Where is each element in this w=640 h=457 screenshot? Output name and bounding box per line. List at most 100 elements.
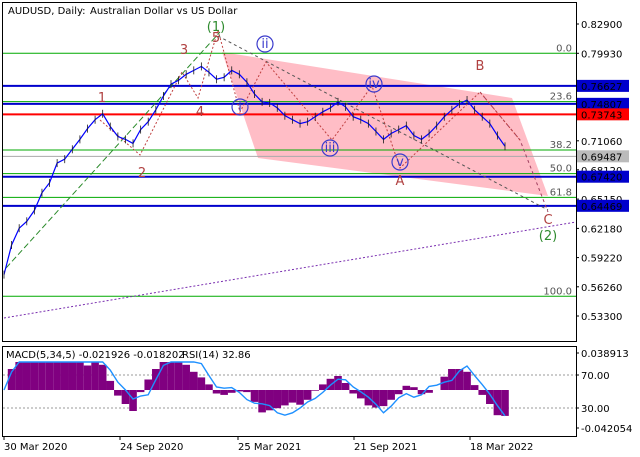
y-tick-label-6: 0.69487 <box>581 152 622 163</box>
macd-bar-55 <box>417 390 426 395</box>
x-tick-label-0: 30 Mar 2020 <box>4 442 67 453</box>
macd-bar-49 <box>372 390 380 408</box>
fib-label-2: 38.2 <box>550 140 572 151</box>
wave-label-7: ii <box>261 37 268 52</box>
macd-bar-28 <box>212 390 221 394</box>
indicator-frame <box>2 346 577 437</box>
macd-bar-4 <box>30 362 39 390</box>
macd-bar-33 <box>250 390 259 402</box>
y-tick-label-2: 0.76627 <box>581 82 622 93</box>
y-badge-6 <box>577 150 629 163</box>
macd-bar-54 <box>410 387 418 390</box>
y-tick-label-4: 0.73743 <box>581 110 622 121</box>
macd-bar-40 <box>303 390 312 400</box>
macd-bar-6 <box>45 362 54 390</box>
wave-label-11: A <box>396 174 405 189</box>
macd-bar-8 <box>60 362 69 390</box>
ind-tick-label-3: -0.042054 <box>581 424 632 435</box>
y-badge-2 <box>577 79 629 92</box>
chart-description: Australian Dollar vs US Dollar <box>90 6 238 17</box>
ind-tick-label-0: 0.038913 <box>581 349 629 360</box>
macd-bar-42 <box>319 384 327 390</box>
macd-bar-15 <box>114 390 122 396</box>
chart-symbol: AUDUSD, Daily: <box>8 6 86 17</box>
wave-label-4: 4 <box>196 105 204 120</box>
ind-tick-label-2: 30.00 <box>581 404 610 415</box>
y-badge-4 <box>577 108 629 121</box>
macd-bar-18 <box>136 390 145 393</box>
macd-bar-37 <box>281 390 289 406</box>
macd-bar-58 <box>440 376 449 390</box>
x-tick-label-3: 21 Sep 2021 <box>354 442 417 453</box>
macd-bar-14 <box>106 380 115 390</box>
macd-bar-23 <box>174 362 183 390</box>
macd-bar-66 <box>501 390 509 416</box>
wave-label-9: iv <box>368 77 380 92</box>
macd-bar-51 <box>387 390 395 400</box>
wave-circle-6 <box>231 98 249 116</box>
wave-circle-8 <box>321 139 339 157</box>
x-tick-label-1: 24 Sep 2020 <box>120 442 183 453</box>
macd-bar-41 <box>311 390 320 391</box>
purple-trendline <box>3 221 577 319</box>
y-tick-label-3: 0.74807 <box>581 100 622 111</box>
y-tick-label-0: 0.82900 <box>581 20 622 31</box>
wave-label-2: 2 <box>138 166 146 181</box>
y-badge-3 <box>577 97 629 110</box>
y-tick-label-11: 0.62180 <box>581 224 622 235</box>
macd-bar-61 <box>463 371 471 390</box>
macd-bar-47 <box>356 390 365 399</box>
wave-label-1: 1 <box>98 91 106 106</box>
wave-label-14: (2) <box>539 229 557 244</box>
macd-bar-38 <box>288 390 297 403</box>
macd-bar-32 <box>243 390 251 393</box>
macd-bar-52 <box>394 390 403 395</box>
macd-bar-9 <box>68 362 77 390</box>
macd-bar-46 <box>349 390 357 394</box>
macd-bar-26 <box>197 377 206 390</box>
macd-bar-11 <box>83 365 92 390</box>
wave-label-12: B <box>476 59 485 74</box>
macd-bar-45 <box>341 383 350 390</box>
fib-label-3: 50.0 <box>550 164 572 175</box>
macd-bar-3 <box>22 362 31 390</box>
wave-zigzag <box>99 28 521 169</box>
y-tick-label-12: 0.59220 <box>581 254 622 265</box>
macd-bar-53 <box>402 385 411 390</box>
macd-bar-39 <box>296 390 304 405</box>
macd-header: MACD(5,34,5) -0.021926 -0.018202 <box>6 350 185 361</box>
y-badge-10 <box>577 199 629 212</box>
macd-bar-44 <box>334 376 342 390</box>
macd-bar-29 <box>220 390 228 395</box>
macd-signal-line <box>3 361 506 417</box>
macd-bar-5 <box>38 362 46 390</box>
y-tick-label-1: 0.79930 <box>581 49 622 60</box>
macd-bar-12 <box>91 362 99 390</box>
fib-label-5: 100.0 <box>543 286 572 297</box>
wave-label-0: (1) <box>207 20 225 35</box>
macd-bar-16 <box>121 390 130 404</box>
fib-label-0: 0.0 <box>556 43 572 54</box>
fib-label-4: 61.8 <box>550 187 572 198</box>
macd-bar-64 <box>486 390 494 404</box>
x-tick-label-2: 25 Mar 2021 <box>238 442 301 453</box>
wave-label-5: 5 <box>212 31 220 46</box>
wave-label-6: i <box>238 100 242 115</box>
y-badge-8 <box>577 170 629 183</box>
y-tick-label-14: 0.53300 <box>581 312 622 323</box>
ind-tick-label-1: 70.00 <box>581 371 610 382</box>
macd-bar-21 <box>159 362 168 390</box>
wave-label-10: v <box>396 155 404 170</box>
macd-bar-56 <box>425 390 433 393</box>
x-tick-label-4: 18 Mar 2022 <box>470 442 533 453</box>
macd-bar-1 <box>7 369 16 390</box>
wave-2-trendline <box>217 35 549 211</box>
y-tick-label-5: 0.71060 <box>581 137 622 148</box>
rsi-header: RSI(14) 32.86 <box>182 350 251 361</box>
macd-bar-22 <box>167 362 175 390</box>
wave-label-3: 3 <box>180 43 188 58</box>
macd-bar-30 <box>227 390 236 393</box>
macd-bar-35 <box>265 390 274 411</box>
y-tick-label-10: 0.64469 <box>581 202 622 213</box>
